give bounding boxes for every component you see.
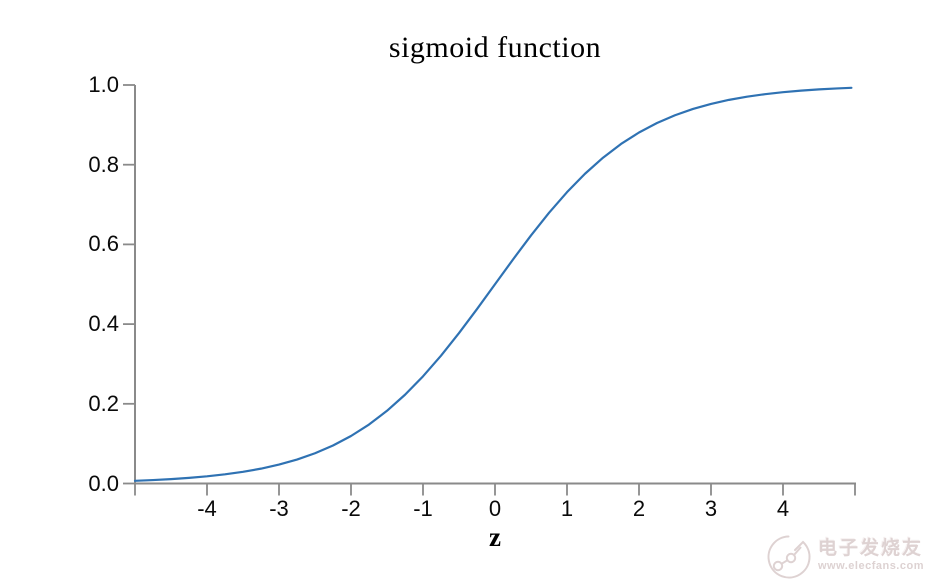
y-tick-label: 0.8 [88,151,119,177]
watermark-text: 电子发烧友 www.elecfans.com [818,538,924,573]
elecfans-logo-icon [767,535,811,579]
x-tick-label: -3 [269,496,289,521]
x-tick-label: -4 [197,496,217,521]
watermark: 电子发烧友 www.elecfans.com [765,527,924,583]
sigmoid-curve [133,86,853,482]
y-tick-label: 0.0 [88,470,119,496]
x-tick-label: 4 [776,496,790,521]
chart-title: sigmoid function [388,31,602,64]
x-tick-label: 0 [488,496,502,521]
x-tick-label: 3 [704,496,718,521]
y-tick-label: 0.6 [88,231,119,257]
y-tick-label: 1.0 [88,72,119,97]
watermark-site: www.elecfans.com [817,559,924,572]
x-axis-label: z [489,522,501,552]
watermark-brand: 电子发烧友 [817,537,923,559]
y-tick-label: 0.2 [88,390,119,416]
x-tick-label: 1 [560,496,574,521]
y-tick-label: 0.4 [88,311,119,337]
x-tick-label: -2 [341,496,361,521]
x-tick-label: -1 [413,496,433,521]
x-tick-label: 2 [632,496,646,521]
